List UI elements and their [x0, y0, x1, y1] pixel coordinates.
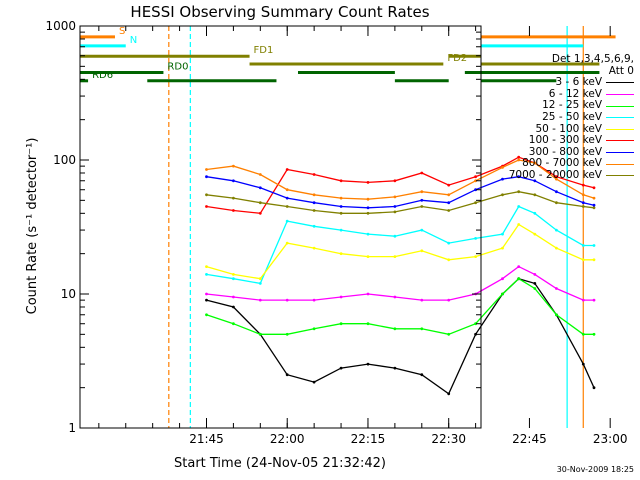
x-tick-label-1: 22:00 — [270, 432, 305, 446]
series-line-3 — [206, 205, 594, 285]
legend-entry: 6 - 12 keV — [482, 87, 634, 101]
flag-layer: SN FD1 FD2 RD0 RD6 — [80, 26, 616, 83]
legend-entry: 300 - 800 keV — [482, 145, 634, 159]
y-tick-label-1: 10 — [61, 287, 76, 301]
x-tick-label-4: 22:45 — [512, 432, 547, 446]
y-axis-label: Count Rate (s⁻¹ detector⁻¹) — [25, 138, 40, 315]
legend-swatch — [606, 175, 634, 177]
legend-entries: 3 - 6 keV 6 - 12 keV 12 - 25 keV 25 - 50 ke… — [482, 77, 634, 181]
x-tick-label-2: 22:15 — [351, 432, 386, 446]
legend-swatch — [606, 82, 634, 84]
legend-entry: 12 - 25 keV — [482, 100, 634, 112]
series-line-1 — [206, 265, 594, 301]
x-tick-label-5: 23:00 — [593, 432, 628, 446]
legend-swatch — [606, 117, 634, 119]
legend-swatch — [606, 152, 634, 154]
flag-label-fd2: FD2 — [447, 53, 467, 64]
legend-swatch — [606, 105, 634, 107]
legend-label: 300 - 800 keV — [528, 145, 602, 158]
axis-layer: 1 10 100 1000 21:45 22:00 22:15 22:30 22:45 23:00 — [45, 19, 627, 446]
legend-entry: 3 - 6 keV — [482, 77, 634, 89]
series-line-7 — [206, 159, 595, 200]
legend-swatch — [606, 128, 634, 130]
chart-title: HESSI Observing Summary Count Rates — [130, 3, 429, 21]
legend-swatch — [606, 163, 634, 165]
legend-label: 6 - 12 keV — [548, 87, 602, 100]
legend-entry: 100 - 300 keV — [482, 135, 634, 147]
legend-label: 100 - 300 keV — [528, 134, 602, 147]
legend-entry: 50 - 100 keV — [482, 122, 634, 136]
flag-label-fd1: FD1 — [254, 45, 274, 56]
legend-label: 3 - 6 keV — [555, 76, 602, 89]
legend-entry: 7000 - 20000 keV — [482, 168, 634, 182]
y-tick-label-3: 1000 — [45, 19, 76, 33]
legend-header-line2: Att 0 — [608, 64, 634, 77]
flag-label-rd0: RD0 — [167, 61, 188, 72]
legend-label: 12 - 25 keV — [542, 99, 602, 112]
legend-entry: 25 - 50 keV — [482, 110, 634, 124]
legend-label: 25 - 50 keV — [542, 110, 602, 123]
series-line-2 — [206, 277, 594, 335]
legend-label: 7000 - 20000 keV — [508, 168, 602, 181]
legend-header-line1: Det 1,3,4,5,6,9, — [551, 53, 634, 65]
x-tick-label-3: 22:30 — [431, 432, 466, 446]
legend-entry: 800 - 7000 keV — [482, 158, 634, 170]
plot-frame — [79, 25, 482, 429]
plot-content — [168, 26, 596, 428]
series-line-8 — [206, 191, 595, 214]
y-tick-label-0: 1 — [68, 421, 76, 435]
x-tick-label-0: 21:45 — [189, 432, 224, 446]
flag-label-s: S — [119, 26, 125, 37]
x-axis-label: Start Time (24-Nov-05 21:32:42) — [174, 456, 386, 471]
legend-swatch — [606, 140, 634, 142]
legend-label: 50 - 100 keV — [535, 122, 602, 135]
flag-label-n: N — [130, 35, 137, 46]
series-line-0 — [206, 277, 595, 395]
plot-timestamp: 30-Nov-2009 18:25 — [556, 465, 634, 474]
legend-label: 800 - 7000 keV — [522, 157, 602, 170]
y-tick-label-2: 100 — [53, 153, 76, 167]
legend: Det 1,3,4,5,6,9, Att 0 3 - 6 keV 6 - 12 k… — [482, 53, 634, 182]
series-line-6 — [206, 176, 595, 209]
legend-swatch — [606, 94, 634, 96]
flag-label-rd6: RD6 — [92, 70, 113, 81]
series-line-4 — [206, 223, 594, 280]
